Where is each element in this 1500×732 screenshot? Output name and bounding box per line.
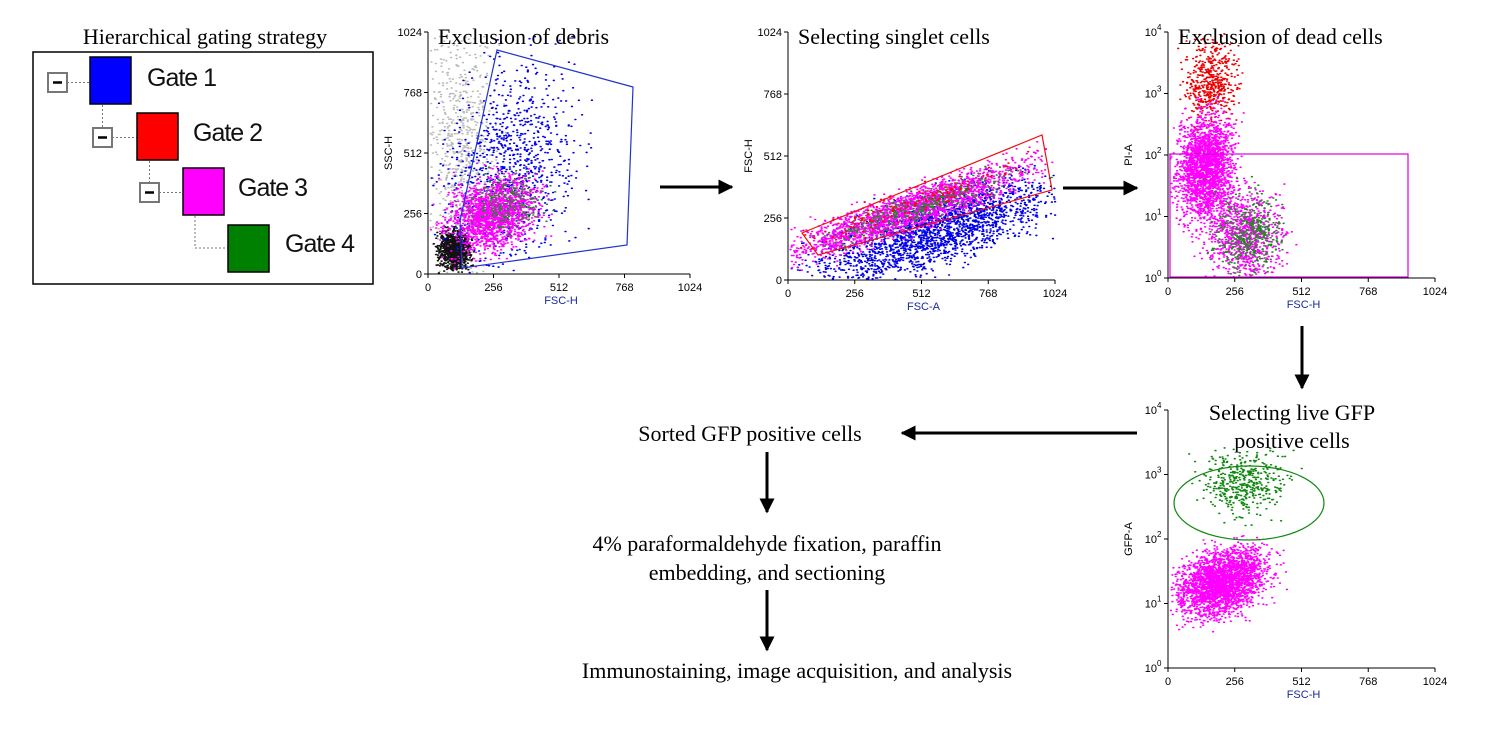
y-axis-label: PI-A: [1123, 144, 1135, 166]
y-tick-label: 10: [1145, 212, 1157, 224]
y-tick-exponent: 1: [1157, 595, 1162, 604]
x-tick-label: 256: [1226, 676, 1244, 688]
x-tick-label: 0: [1165, 676, 1171, 688]
gate-swatch: [136, 112, 179, 161]
cell-dots: [1169, 535, 1289, 633]
plot-title: Selecting live GFP: [1209, 400, 1375, 425]
y-tick-label: 0: [416, 269, 422, 281]
gate-outline: [1169, 153, 1409, 278]
y-tick-exponent: 3: [1157, 466, 1162, 475]
x-tick-label: 512: [1292, 676, 1310, 688]
gate-label: Gate 4: [285, 230, 355, 258]
gate-swatch: [227, 224, 270, 273]
y-tick-exponent: 4: [1157, 401, 1162, 410]
x-axis-label: FSC-H: [1287, 689, 1321, 701]
y-axis-label: GFP-A: [1123, 522, 1135, 556]
y-tick-label: 10: [1145, 405, 1157, 417]
scatter-plot: 0 256 512 768 1024 0 256 512 768 1024 FSC-A FSC-H Se…: [743, 24, 1067, 313]
y-tick-label: 512: [764, 151, 782, 163]
y-tick-label: 768: [764, 89, 782, 101]
x-tick-label: 0: [785, 288, 791, 300]
tree-title: Hierarchical gating strategy: [83, 24, 327, 49]
step-text: Immunostaining, image acquisition, and a…: [582, 658, 1012, 683]
gate-outline: [1173, 465, 1325, 541]
y-tick-label: 256: [404, 209, 422, 221]
x-tick-label: 768: [615, 282, 633, 294]
cell-dots: [1202, 175, 1286, 277]
y-tick-label: 512: [404, 148, 422, 160]
y-tick-exponent: 0: [1157, 659, 1162, 668]
gate-label: Gate 2: [193, 119, 262, 147]
y-tick-exponent: 0: [1157, 269, 1162, 278]
y-tick-exponent: 2: [1157, 530, 1162, 539]
x-tick-label: 768: [1359, 676, 1377, 688]
step-text: embedding, and sectioning: [649, 560, 885, 585]
y-tick-label: 10: [1145, 273, 1157, 285]
y-tick-label: 10: [1145, 663, 1157, 675]
cell-dots: [1169, 96, 1245, 243]
x-axis-label: FSC-A: [907, 301, 941, 313]
step-text: Sorted GFP positive cells: [638, 421, 861, 446]
gate-swatch: [89, 56, 132, 105]
x-tick-label: 1024: [1423, 676, 1447, 688]
x-tick-label: 0: [1165, 286, 1171, 298]
step-text: 4% paraformaldehyde fixation, paraffin: [592, 531, 941, 556]
tree: Gate 1 Gate 2 Gate 3 Gate 4: [47, 56, 356, 273]
gate-outline: [459, 49, 634, 269]
x-tick-label: 512: [912, 288, 930, 300]
y-tick-label: 1024: [758, 27, 782, 39]
y-tick-exponent: 3: [1157, 85, 1162, 94]
x-tick-label: 768: [1359, 286, 1377, 298]
y-tick-exponent: 1: [1157, 208, 1162, 217]
y-tick-label: 10: [1145, 89, 1157, 101]
x-tick-label: 256: [484, 282, 502, 294]
plot-title: Exclusion of dead cells: [1178, 24, 1383, 49]
x-axis-label: FSC-H: [544, 295, 578, 307]
cell-dots: [454, 166, 557, 237]
x-tick-label: 1024: [1423, 286, 1447, 298]
y-tick-label: 10: [1145, 534, 1157, 546]
gate-outline: [801, 134, 1053, 256]
y-tick-exponent: 4: [1157, 23, 1162, 32]
y-tick-label: 10: [1145, 150, 1157, 162]
arrows: [660, 179, 1310, 652]
y-axis-label: FSC-H: [743, 139, 755, 173]
x-tick-label: 256: [846, 288, 864, 300]
y-tick-exponent: 2: [1157, 146, 1162, 155]
gate-label: Gate 1: [147, 64, 216, 92]
plot-title: Selecting singlet cells: [798, 24, 990, 49]
x-tick-label: 512: [1292, 286, 1310, 298]
x-tick-label: 1024: [678, 282, 702, 294]
y-tick-label: 10: [1145, 27, 1157, 39]
gate-swatch: [182, 167, 225, 216]
x-axis-label: FSC-H: [1287, 299, 1321, 311]
connector: [194, 216, 228, 249]
x-tick-label: 0: [425, 282, 431, 294]
x-tick-label: 768: [979, 288, 997, 300]
y-tick-label: 1024: [398, 27, 422, 39]
x-tick-label: 1024: [1043, 288, 1067, 300]
gate-label: Gate 3: [238, 174, 307, 202]
y-tick-label: 10: [1145, 470, 1157, 482]
plots: 0 256 512 768 102402565127681024FSC-HSSC-HEx…: [383, 23, 1447, 701]
scatter-plot: 0 256 512 768 1024 0 256 512 768 1024 FSC-H SSC-H Ex…: [383, 24, 702, 307]
y-tick-label: 256: [764, 213, 782, 225]
plot-title: positive cells: [1234, 428, 1349, 453]
y-tick-label: 10: [1145, 599, 1157, 611]
y-tick-label: 768: [404, 88, 422, 100]
plot-title: Exclusion of debris: [438, 24, 609, 49]
steps: Sorted GFP positive cells 4% paraformalde…: [582, 421, 1012, 683]
y-axis-label: SSC-H: [383, 136, 395, 170]
x-tick-label: 256: [1226, 286, 1244, 298]
x-tick-label: 512: [550, 282, 568, 294]
cell-dots: [1188, 447, 1303, 527]
tree-box: [32, 51, 374, 285]
y-tick-label: 0: [776, 275, 782, 287]
